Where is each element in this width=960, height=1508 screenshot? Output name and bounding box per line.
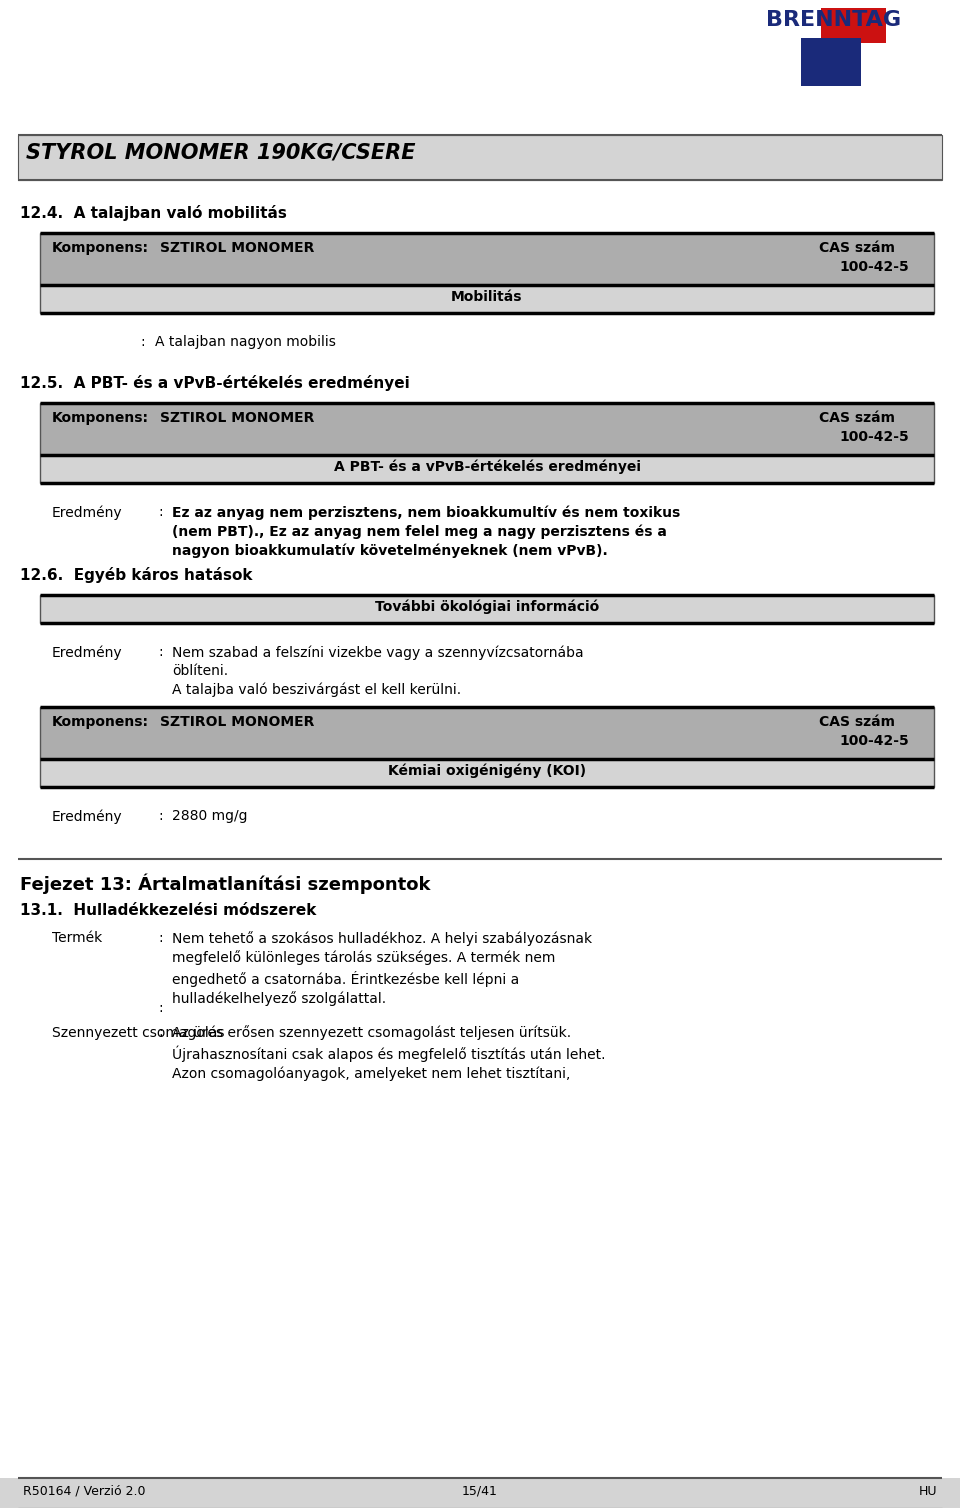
Text: Komponens:: Komponens:: [52, 241, 149, 255]
Text: 12.5.  A PBT- és a vPvB-értékelés eredményei: 12.5. A PBT- és a vPvB-értékelés eredmén…: [20, 375, 410, 391]
Text: :: :: [140, 335, 145, 348]
Text: 12.4.  A talajban való mobilitás: 12.4. A talajban való mobilitás: [20, 205, 287, 222]
Bar: [40, 707, 934, 759]
Bar: [0, 0, 960, 136]
Bar: [40, 234, 934, 314]
Text: R50164 / Verzió 2.0: R50164 / Verzió 2.0: [23, 1485, 146, 1497]
Text: :: :: [158, 505, 162, 519]
Text: 12.6.  Egyéb káros hatások: 12.6. Egyéb káros hatások: [20, 567, 252, 584]
Text: Kémiai oxigénigény (KOI): Kémiai oxigénigény (KOI): [388, 765, 586, 778]
Text: Eredmény: Eredmény: [52, 645, 123, 659]
Text: A talajban nagyon mobilis: A talajban nagyon mobilis: [155, 335, 336, 348]
Text: 100-42-5: 100-42-5: [839, 734, 909, 748]
Text: 15/41: 15/41: [462, 1485, 498, 1497]
Bar: [40, 759, 934, 787]
Text: SZTIROL MONOMER: SZTIROL MONOMER: [160, 241, 314, 255]
Bar: [0, 1478, 960, 1508]
Bar: [821, 8, 886, 44]
Text: Komponens:: Komponens:: [52, 715, 149, 728]
Bar: [40, 455, 934, 483]
Text: 2880 mg/g: 2880 mg/g: [172, 808, 248, 823]
Bar: [40, 707, 934, 787]
Text: Szennyezett csomagolás: Szennyezett csomagolás: [52, 1025, 225, 1039]
Text: Komponens:: Komponens:: [52, 412, 149, 425]
Text: :: :: [158, 930, 162, 946]
Text: SZTIROL MONOMER: SZTIROL MONOMER: [160, 412, 314, 425]
Text: Termék: Termék: [52, 930, 103, 946]
Text: STYROL MONOMER 190KG/CSERE: STYROL MONOMER 190KG/CSERE: [26, 143, 416, 163]
Bar: [801, 38, 861, 86]
Text: Eredmény: Eredmény: [52, 808, 123, 823]
Text: Fejezet 13: Ártalmatlanítási szempontok: Fejezet 13: Ártalmatlanítási szempontok: [20, 873, 430, 894]
Text: :: :: [158, 1025, 162, 1039]
Text: CAS szám: CAS szám: [819, 241, 895, 255]
Text: :: :: [158, 645, 162, 659]
Bar: [40, 403, 934, 483]
Text: Nem tehető a szokásos hulladékhoz. A helyi szabályozásnak
megfelelő különleges t: Nem tehető a szokásos hulladékhoz. A hel…: [172, 930, 592, 1006]
Text: SZTIROL MONOMER: SZTIROL MONOMER: [160, 715, 314, 728]
Bar: [40, 596, 934, 623]
Text: HU: HU: [919, 1485, 937, 1497]
Text: 100-42-5: 100-42-5: [839, 259, 909, 274]
Text: :: :: [158, 1001, 162, 1015]
Text: BRENNTAG: BRENNTAG: [766, 11, 901, 30]
Bar: [40, 403, 934, 455]
Text: 13.1.  Hulladékkezelési módszerek: 13.1. Hulladékkezelési módszerek: [20, 903, 317, 918]
Text: Az üres erősen szennyezett csomagolást teljesen ürítsük.
Újrahasznosítani csak a: Az üres erősen szennyezett csomagolást t…: [172, 1025, 606, 1081]
Bar: [18, 136, 942, 179]
Text: CAS szám: CAS szám: [819, 412, 895, 425]
Text: 100-42-5: 100-42-5: [839, 430, 909, 443]
Text: További ökológiai információ: További ökológiai információ: [374, 600, 599, 614]
Bar: [40, 285, 934, 314]
Bar: [40, 596, 934, 623]
Text: A PBT- és a vPvB-értékelés eredményei: A PBT- és a vPvB-értékelés eredményei: [333, 460, 640, 475]
Bar: [40, 234, 934, 285]
Text: Ez az anyag nem perzisztens, nem bioakkumultív és nem toxikus
(nem PBT)., Ez az : Ez az anyag nem perzisztens, nem bioakku…: [172, 505, 681, 558]
Text: :: :: [158, 808, 162, 823]
Text: Nem szabad a felszíni vizekbe vagy a szennyvízcsatornába
öblíteni.
A talajba val: Nem szabad a felszíni vizekbe vagy a sze…: [172, 645, 584, 697]
Text: Mobilitás: Mobilitás: [451, 290, 523, 305]
Text: Eredmény: Eredmény: [52, 505, 123, 519]
Text: CAS szám: CAS szám: [819, 715, 895, 728]
